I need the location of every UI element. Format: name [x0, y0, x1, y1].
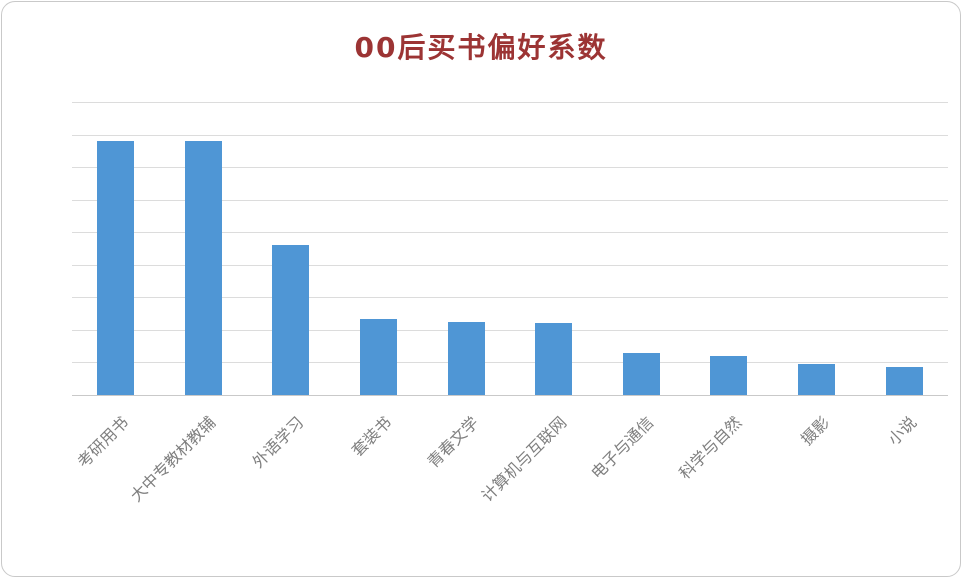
gridline [72, 297, 948, 299]
x-axis-label-slot: 外语学习 [247, 396, 335, 566]
bar-slot [335, 102, 423, 395]
bar-套装书 [360, 318, 398, 395]
x-axis-label-slot: 小说 [860, 396, 948, 566]
bars-container [72, 102, 948, 395]
gridline [72, 264, 948, 266]
gridline [72, 362, 948, 364]
x-axis-label: 青春文学 [423, 412, 483, 472]
bar-slot [598, 102, 686, 395]
bar-计算机与互联网 [535, 323, 573, 395]
gridline [72, 199, 948, 201]
x-axis-label: 摄影 [796, 412, 833, 449]
gridline [72, 167, 948, 169]
gridline [72, 329, 948, 331]
plot-area [72, 102, 948, 396]
x-axis-labels: 考研用书 大中专教材教辅 外语学习 套装书 青春文学 计算机与互联网 电子与通信 科学与自然摄… [72, 396, 948, 566]
x-axis-label: 套装书 [347, 412, 395, 461]
gridline [72, 102, 948, 103]
bar-摄影 [798, 364, 836, 395]
bar-slot [685, 102, 773, 395]
x-axis-label-slot: 科学与自然 [675, 396, 773, 566]
bar-slot [160, 102, 248, 395]
x-axis-label: 小说 [884, 412, 921, 449]
chart-title: 00后买书偏好系数 [354, 31, 608, 64]
bar-slot [247, 102, 335, 395]
gridlines [72, 102, 948, 395]
x-axis-label-slot: 摄影 [773, 396, 861, 566]
x-axis-label-slot: 电子与通信 [588, 396, 686, 566]
bar-slot [72, 102, 160, 395]
gridline [72, 232, 948, 234]
x-axis-label-slot: 大中专教材教辅 [127, 396, 248, 566]
bar-青春文学 [447, 321, 485, 395]
bar-电子与通信 [622, 352, 660, 395]
bar-科学与自然 [710, 355, 748, 395]
gridline [72, 134, 948, 136]
x-axis-label: 考研用书 [73, 412, 133, 472]
bar-外语学习 [272, 245, 310, 395]
x-axis-label: 外语学习 [248, 412, 308, 472]
bar-小说 [885, 367, 923, 395]
bar-slot [860, 102, 948, 395]
bar-考研用书 [97, 141, 135, 395]
x-axis-label-slot: 计算机与互联网 [477, 396, 598, 566]
x-axis-label-slot: 套装书 [335, 396, 423, 566]
bar-slot [773, 102, 861, 395]
bar-大中专教材教辅 [184, 141, 222, 395]
bar-slot [422, 102, 510, 395]
bar-slot [510, 102, 598, 395]
